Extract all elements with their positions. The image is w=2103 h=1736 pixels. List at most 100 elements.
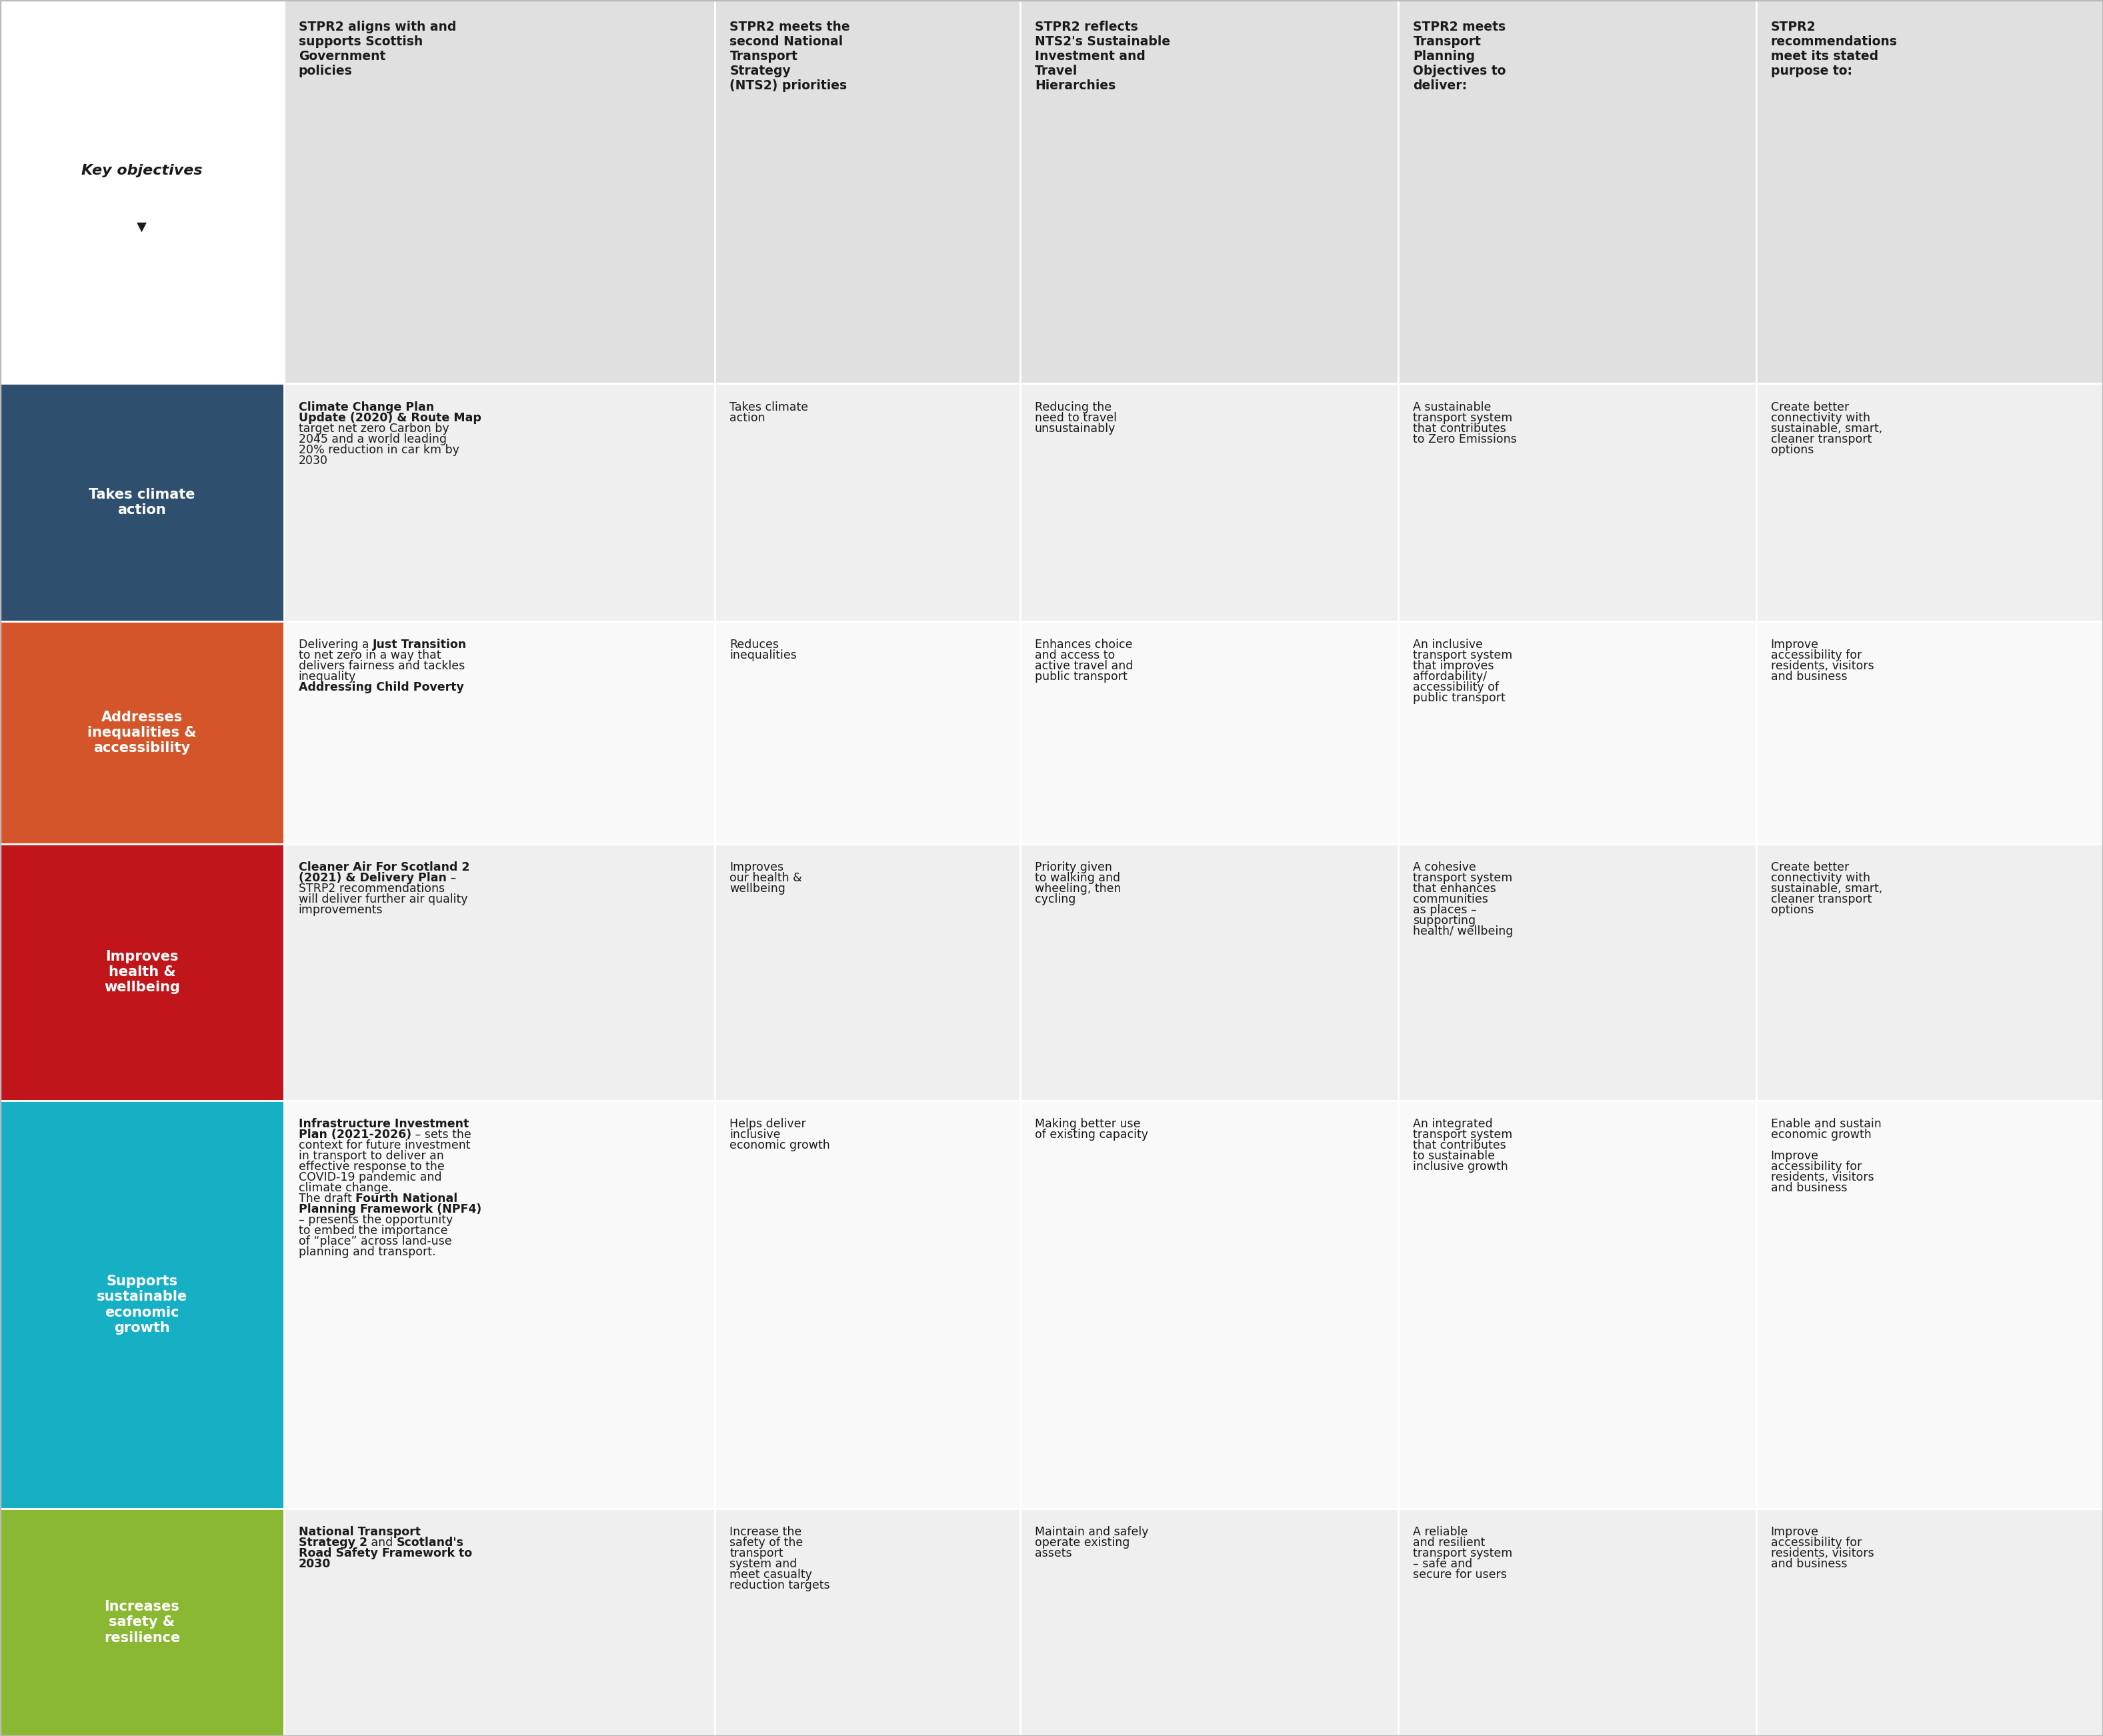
Text: Reduces: Reduces bbox=[730, 639, 778, 651]
Text: An integrated: An integrated bbox=[1413, 1118, 1493, 1130]
Bar bbox=[1756, 1101, 2103, 1509]
Text: ▼: ▼ bbox=[137, 220, 147, 233]
Text: that improves: that improves bbox=[1413, 660, 1495, 672]
Text: to net zero in a way that: to net zero in a way that bbox=[299, 649, 442, 661]
Text: need to travel: need to travel bbox=[1035, 411, 1117, 424]
Bar bbox=[715, 844, 1020, 1101]
Text: inclusive growth: inclusive growth bbox=[1413, 1161, 1508, 1172]
Text: Addresses
inequalities &
accessibility: Addresses inequalities & accessibility bbox=[88, 710, 196, 755]
Bar bbox=[715, 1101, 1020, 1509]
Bar bbox=[715, 0, 1020, 384]
Text: Improves
health &
wellbeing: Improves health & wellbeing bbox=[103, 950, 181, 995]
Bar bbox=[1398, 621, 1756, 844]
Text: Improve: Improve bbox=[1771, 1526, 1819, 1538]
Bar bbox=[1756, 0, 2103, 384]
Text: will deliver further air quality: will deliver further air quality bbox=[299, 892, 467, 904]
Text: STPR2 meets the
second National
Transport
Strategy
(NTS2) priorities: STPR2 meets the second National Transpor… bbox=[730, 21, 850, 92]
Text: operate existing: operate existing bbox=[1035, 1536, 1129, 1549]
Text: that contributes: that contributes bbox=[1413, 1139, 1506, 1151]
Text: Improves: Improves bbox=[730, 861, 784, 873]
Text: transport system: transport system bbox=[1413, 871, 1512, 884]
Text: transport system: transport system bbox=[1413, 1547, 1512, 1559]
Text: An inclusive: An inclusive bbox=[1413, 639, 1483, 651]
Text: transport system: transport system bbox=[1413, 649, 1512, 661]
Bar bbox=[1020, 1509, 1398, 1736]
Bar bbox=[0, 844, 284, 1101]
Text: to embed the importance: to embed the importance bbox=[299, 1224, 448, 1236]
Text: unsustainably: unsustainably bbox=[1035, 422, 1115, 434]
Text: effective response to the: effective response to the bbox=[299, 1161, 444, 1172]
Text: economic growth: economic growth bbox=[1771, 1128, 1872, 1141]
Text: Road Safety Framework to: Road Safety Framework to bbox=[299, 1547, 471, 1559]
Text: STPR2
recommendations
meet its stated
purpose to:: STPR2 recommendations meet its stated pu… bbox=[1771, 21, 1897, 78]
Text: residents, visitors: residents, visitors bbox=[1771, 660, 1874, 672]
Text: STPR2 meets
Transport
Planning
Objectives to
deliver:: STPR2 meets Transport Planning Objective… bbox=[1413, 21, 1506, 92]
Text: Scotland's: Scotland's bbox=[397, 1536, 465, 1549]
Text: The draft: The draft bbox=[299, 1193, 355, 1205]
Text: – presents the opportunity: – presents the opportunity bbox=[299, 1213, 452, 1226]
Text: Takes climate: Takes climate bbox=[730, 401, 808, 413]
Text: Enable and sustain: Enable and sustain bbox=[1771, 1118, 1882, 1130]
Text: public transport: public transport bbox=[1035, 670, 1127, 682]
Text: sustainable, smart,: sustainable, smart, bbox=[1771, 422, 1882, 434]
Bar bbox=[1020, 384, 1398, 621]
Bar bbox=[1398, 1509, 1756, 1736]
Text: sustainable, smart,: sustainable, smart, bbox=[1771, 882, 1882, 894]
Text: (2021) & Delivery Plan: (2021) & Delivery Plan bbox=[299, 871, 446, 884]
Text: 2030: 2030 bbox=[299, 455, 328, 467]
Bar bbox=[1756, 844, 2103, 1101]
Text: Update (2020) & Route Map: Update (2020) & Route Map bbox=[299, 411, 482, 424]
Text: Reducing the: Reducing the bbox=[1035, 401, 1112, 413]
Text: Just Transition: Just Transition bbox=[372, 639, 467, 651]
Text: and business: and business bbox=[1771, 670, 1846, 682]
Text: in transport to deliver an: in transport to deliver an bbox=[299, 1149, 444, 1161]
Text: affordability/: affordability/ bbox=[1413, 670, 1487, 682]
Bar bbox=[715, 621, 1020, 844]
Text: to sustainable: to sustainable bbox=[1413, 1149, 1495, 1161]
Text: secure for users: secure for users bbox=[1413, 1569, 1508, 1580]
Text: cycling: cycling bbox=[1035, 892, 1075, 904]
Text: STPR2 reflects
NTS2's Sustainable
Investment and
Travel
Hierarchies: STPR2 reflects NTS2's Sustainable Invest… bbox=[1035, 21, 1169, 92]
Bar bbox=[1020, 621, 1398, 844]
Bar bbox=[0, 1101, 284, 1509]
Text: climate change.: climate change. bbox=[299, 1182, 391, 1194]
Bar bbox=[1398, 844, 1756, 1101]
Text: to walking and: to walking and bbox=[1035, 871, 1121, 884]
Text: A sustainable: A sustainable bbox=[1413, 401, 1491, 413]
Text: Climate Change Plan: Climate Change Plan bbox=[299, 401, 433, 413]
Text: –: – bbox=[446, 871, 456, 884]
Text: Takes climate
action: Takes climate action bbox=[88, 488, 196, 517]
Text: Strategy 2: Strategy 2 bbox=[299, 1536, 368, 1549]
Text: inclusive: inclusive bbox=[730, 1128, 780, 1141]
Text: A cohesive: A cohesive bbox=[1413, 861, 1476, 873]
Text: and business: and business bbox=[1771, 1182, 1846, 1194]
Text: Priority given: Priority given bbox=[1035, 861, 1112, 873]
Text: Key objectives: Key objectives bbox=[82, 165, 202, 177]
Text: Delivering a: Delivering a bbox=[299, 639, 372, 651]
Text: – safe and: – safe and bbox=[1413, 1557, 1472, 1569]
Text: our health &: our health & bbox=[730, 871, 801, 884]
Bar bbox=[284, 1509, 715, 1736]
Text: public transport: public transport bbox=[1413, 693, 1506, 705]
Bar bbox=[1756, 1509, 2103, 1736]
Text: connectivity with: connectivity with bbox=[1771, 871, 1870, 884]
Text: transport system: transport system bbox=[1413, 411, 1512, 424]
Bar bbox=[284, 621, 715, 844]
Text: Making better use: Making better use bbox=[1035, 1118, 1140, 1130]
Text: delivers fairness and tackles: delivers fairness and tackles bbox=[299, 660, 465, 672]
Bar bbox=[1756, 621, 2103, 844]
Bar bbox=[0, 1509, 284, 1736]
Bar bbox=[0, 621, 284, 844]
Text: as places –: as places – bbox=[1413, 904, 1476, 915]
Text: Cleaner Air For Scotland 2: Cleaner Air For Scotland 2 bbox=[299, 861, 469, 873]
Bar bbox=[1020, 0, 1398, 384]
Text: and business: and business bbox=[1771, 1557, 1846, 1569]
Text: accessibility for: accessibility for bbox=[1771, 649, 1861, 661]
Bar bbox=[1020, 844, 1398, 1101]
Text: – sets the: – sets the bbox=[412, 1128, 471, 1141]
Text: Supports
sustainable
economic
growth: Supports sustainable economic growth bbox=[97, 1274, 187, 1335]
Text: and resilient: and resilient bbox=[1413, 1536, 1485, 1549]
Text: residents, visitors: residents, visitors bbox=[1771, 1547, 1874, 1559]
Text: system and: system and bbox=[730, 1557, 797, 1569]
Text: wellbeing: wellbeing bbox=[730, 882, 787, 894]
